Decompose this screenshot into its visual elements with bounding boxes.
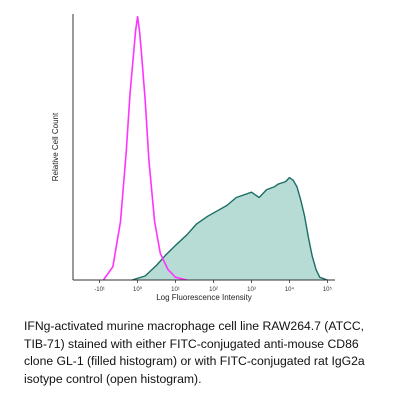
series-0-area xyxy=(131,177,328,280)
x-tick-label-1: 10⁰ xyxy=(133,286,143,293)
x-axis-ticks: -10¹ 10⁰ 10¹ 10² 10³ 10⁴ 10⁵ xyxy=(94,280,332,293)
series-1-line xyxy=(102,15,188,281)
histogram-chart: -10¹ 10⁰ 10¹ 10² 10³ 10⁴ 10⁵ Log Fluorescence … xyxy=(51,14,335,302)
x-axis-title: Log Fluorescence Intensity xyxy=(156,293,252,302)
x-tick-label-6: 10⁵ xyxy=(323,286,333,293)
figure-caption: IFNg-activated murine macrophage cell li… xyxy=(24,319,365,386)
plot-area xyxy=(102,15,328,281)
x-tick-label-4: 10³ xyxy=(247,287,256,293)
x-tick-label-2: 10¹ xyxy=(171,287,180,293)
x-tick-label-3: 10² xyxy=(209,287,218,293)
x-tick-label-5: 10⁴ xyxy=(285,286,295,293)
series-0-line xyxy=(131,176,328,281)
x-tick-label-0: -10¹ xyxy=(94,287,105,293)
y-axis-title: Relative Cell Count xyxy=(51,112,60,181)
